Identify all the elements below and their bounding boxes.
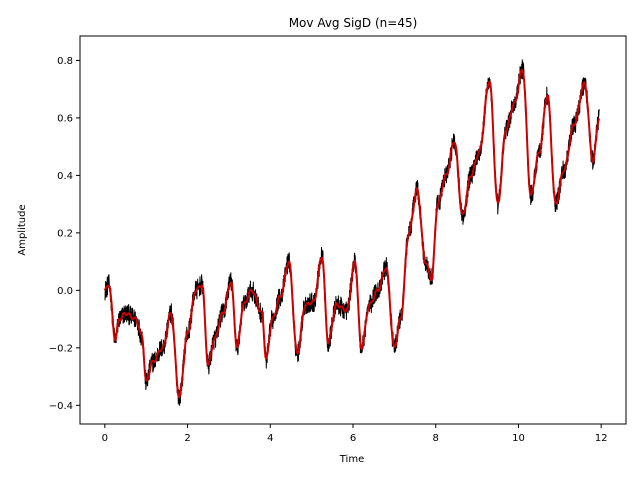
y-tick-label: 0.2 xyxy=(57,228,73,239)
y-tick-label: −0.4 xyxy=(49,401,73,412)
x-tick-label: 4 xyxy=(267,433,273,444)
x-tick-label: 2 xyxy=(184,433,190,444)
x-tick-label: 0 xyxy=(102,433,108,444)
plot-layer xyxy=(103,59,601,406)
y-axis-label: Amplitude xyxy=(17,204,28,255)
y-tick-label: 0.4 xyxy=(57,171,73,182)
x-tick-label: 12 xyxy=(595,433,608,444)
plot-area xyxy=(103,59,601,406)
moving-average-line xyxy=(103,68,601,399)
x-tick-label: 6 xyxy=(350,433,356,444)
y-tick-label: −0.2 xyxy=(49,343,73,354)
chart-title: Mov Avg SigD (n=45) xyxy=(289,16,418,30)
y-tick-label: 0.6 xyxy=(57,113,73,124)
x-tick-label: 8 xyxy=(433,433,439,444)
y-tick-label: 0.8 xyxy=(57,56,73,67)
y-axis: −0.4 −0.2 0.0 0.2 0.4 0.6 0.8 xyxy=(49,56,80,412)
y-tick-label: 0.0 xyxy=(57,286,73,297)
x-tick-label: 10 xyxy=(512,433,525,444)
x-axis: 0 2 4 6 8 10 12 xyxy=(102,424,608,444)
x-axis-label: Time xyxy=(339,454,364,465)
